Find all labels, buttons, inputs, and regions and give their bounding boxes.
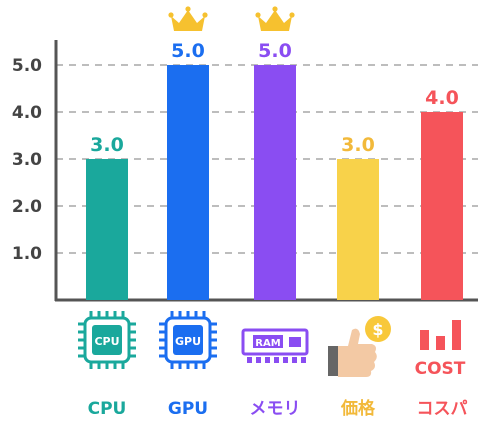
chip-pin [89, 311, 93, 318]
chip-pin [105, 362, 109, 369]
category-label: GPU [168, 399, 208, 419]
coin-symbol: $ [372, 320, 383, 339]
value-label: 3.0 [341, 134, 375, 156]
ram-contact [292, 357, 297, 363]
bar [167, 65, 209, 300]
chip-pin [78, 346, 85, 350]
crown-icon [258, 10, 292, 31]
chip-pin [129, 346, 136, 350]
cost-bars-icon: COST [415, 320, 466, 379]
ram-chip [289, 337, 301, 347]
crown-icon [171, 10, 205, 31]
chip-pin [210, 338, 217, 342]
chip-pin [78, 354, 85, 358]
ram-text: RAM [255, 338, 280, 349]
chip-pin [97, 311, 101, 318]
bar [337, 159, 379, 300]
crown-tip [255, 12, 261, 18]
chip-pin [178, 362, 182, 369]
chip-pin [170, 311, 174, 318]
ram-contact [247, 357, 252, 363]
y-tick-label: 2.0 [12, 197, 42, 217]
value-label: 5.0 [171, 40, 205, 62]
chip-pin [129, 354, 136, 358]
ram-contact [283, 357, 288, 363]
gpu-chip-icon: GPU [159, 311, 217, 369]
chip-pin [202, 311, 206, 318]
crown-tip [272, 6, 278, 12]
crown-tip [168, 12, 174, 18]
chip-pin [78, 322, 85, 326]
chip-core [173, 325, 203, 355]
crown-tip [202, 12, 208, 18]
ram-module-icon: RAM [241, 328, 309, 363]
category-label: メモリ [250, 399, 301, 419]
bar [254, 65, 296, 300]
value-label: 3.0 [90, 134, 124, 156]
chip-pin [105, 311, 109, 318]
category-label: コスパ [417, 399, 468, 419]
chip-pin [186, 311, 190, 318]
thumbs-up-coin-icon: $ [328, 316, 391, 377]
bar [421, 112, 463, 300]
value-label: 5.0 [258, 40, 292, 62]
ram-chip [253, 335, 283, 348]
chip-pin [159, 330, 166, 334]
chip-pin [159, 322, 166, 326]
cost-bar [420, 330, 429, 350]
y-tick-label: 4.0 [12, 103, 42, 123]
bar [86, 159, 128, 300]
chip-pin [129, 338, 136, 342]
chip-pin [210, 346, 217, 350]
crown-tip [289, 12, 295, 18]
cpu-chip-icon: CPU [78, 311, 136, 369]
chip-pin [186, 362, 190, 369]
chip-pin [129, 330, 136, 334]
chip-pin [78, 330, 85, 334]
chip-pin [113, 311, 117, 318]
y-tick-label: 1.0 [12, 244, 42, 264]
chip-text: GPU [175, 335, 201, 348]
y-tick-label: 5.0 [12, 56, 42, 76]
chip-pin [78, 338, 85, 342]
ram-contact [301, 357, 306, 363]
crown-tip [185, 6, 191, 12]
chip-pin [159, 338, 166, 342]
thumb-cuff [328, 346, 338, 376]
chip-pin [121, 311, 125, 318]
cost-bar [436, 336, 445, 350]
ram-contact [256, 357, 261, 363]
thumb-hand [338, 328, 377, 377]
chip-pin [113, 362, 117, 369]
chip-pin [210, 322, 217, 326]
coin [365, 316, 391, 342]
ram-contact [265, 357, 270, 363]
chip-pin [97, 362, 101, 369]
chip-pin [121, 362, 125, 369]
chip-pin [194, 362, 198, 369]
chip-pin [194, 311, 198, 318]
chip-text: CPU [94, 335, 119, 348]
category-label: CPU [88, 399, 127, 419]
chip-pin [210, 330, 217, 334]
value-label: 4.0 [425, 87, 459, 109]
chip-pin [129, 322, 136, 326]
chip-pin [210, 354, 217, 358]
chip-pin [89, 362, 93, 369]
chip-pin [202, 362, 206, 369]
chip-core [92, 325, 122, 355]
ram-contact [274, 357, 279, 363]
chip-pin [159, 346, 166, 350]
chip-pin [178, 311, 182, 318]
chip-pin [159, 354, 166, 358]
cost-text: COST [415, 359, 466, 379]
category-label: 価格 [340, 398, 376, 419]
chip-pin [170, 362, 174, 369]
cost-bar [452, 320, 461, 350]
y-tick-label: 3.0 [12, 150, 42, 170]
